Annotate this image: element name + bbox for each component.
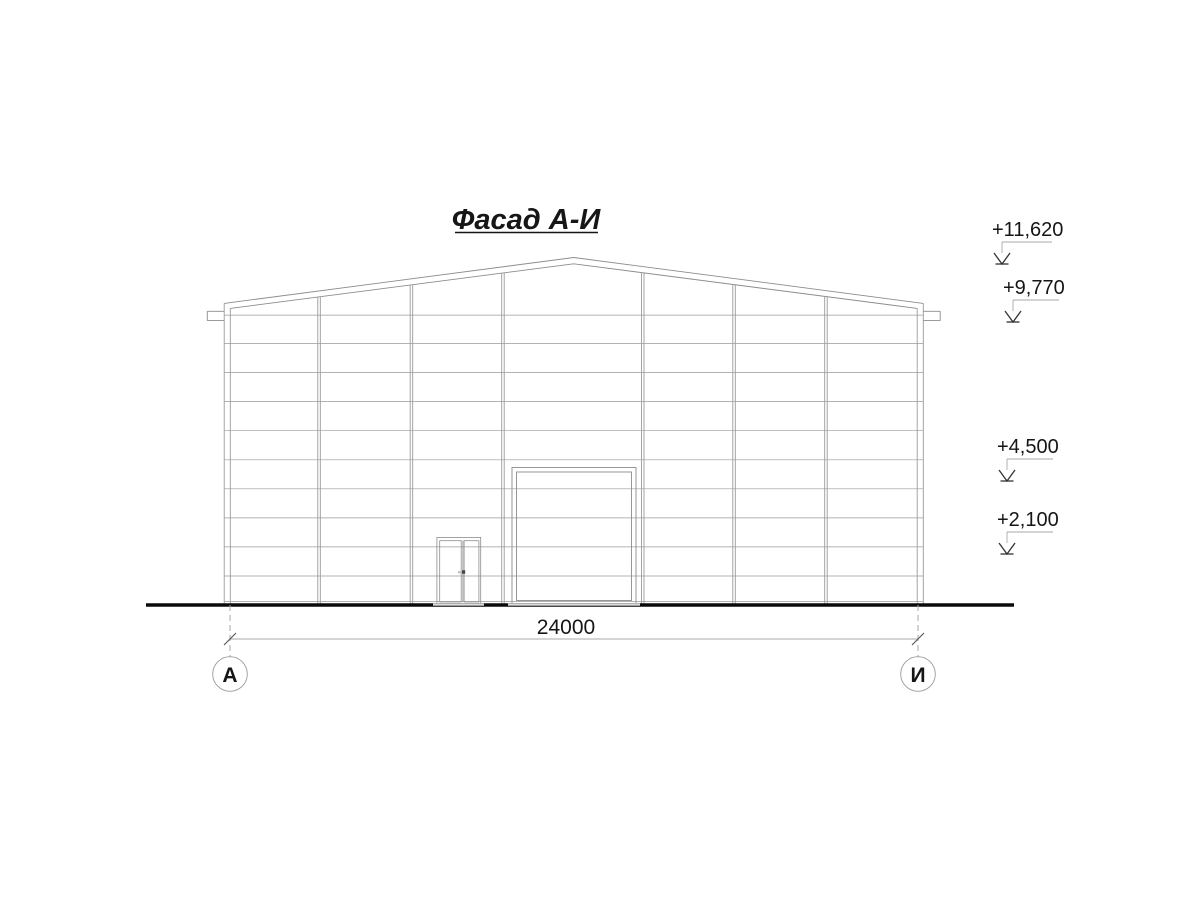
svg-text:+2,100: +2,100 bbox=[997, 509, 1059, 531]
svg-text:А: А bbox=[222, 664, 237, 687]
svg-text:+9,770: +9,770 bbox=[1003, 277, 1065, 299]
svg-text:+4,500: +4,500 bbox=[997, 436, 1059, 458]
svg-text:И: И bbox=[910, 664, 925, 687]
svg-text:Фасад А-И: Фасад А-И bbox=[452, 204, 602, 236]
svg-text:24000: 24000 bbox=[537, 616, 595, 639]
svg-text:+11,620: +11,620 bbox=[992, 219, 1063, 241]
